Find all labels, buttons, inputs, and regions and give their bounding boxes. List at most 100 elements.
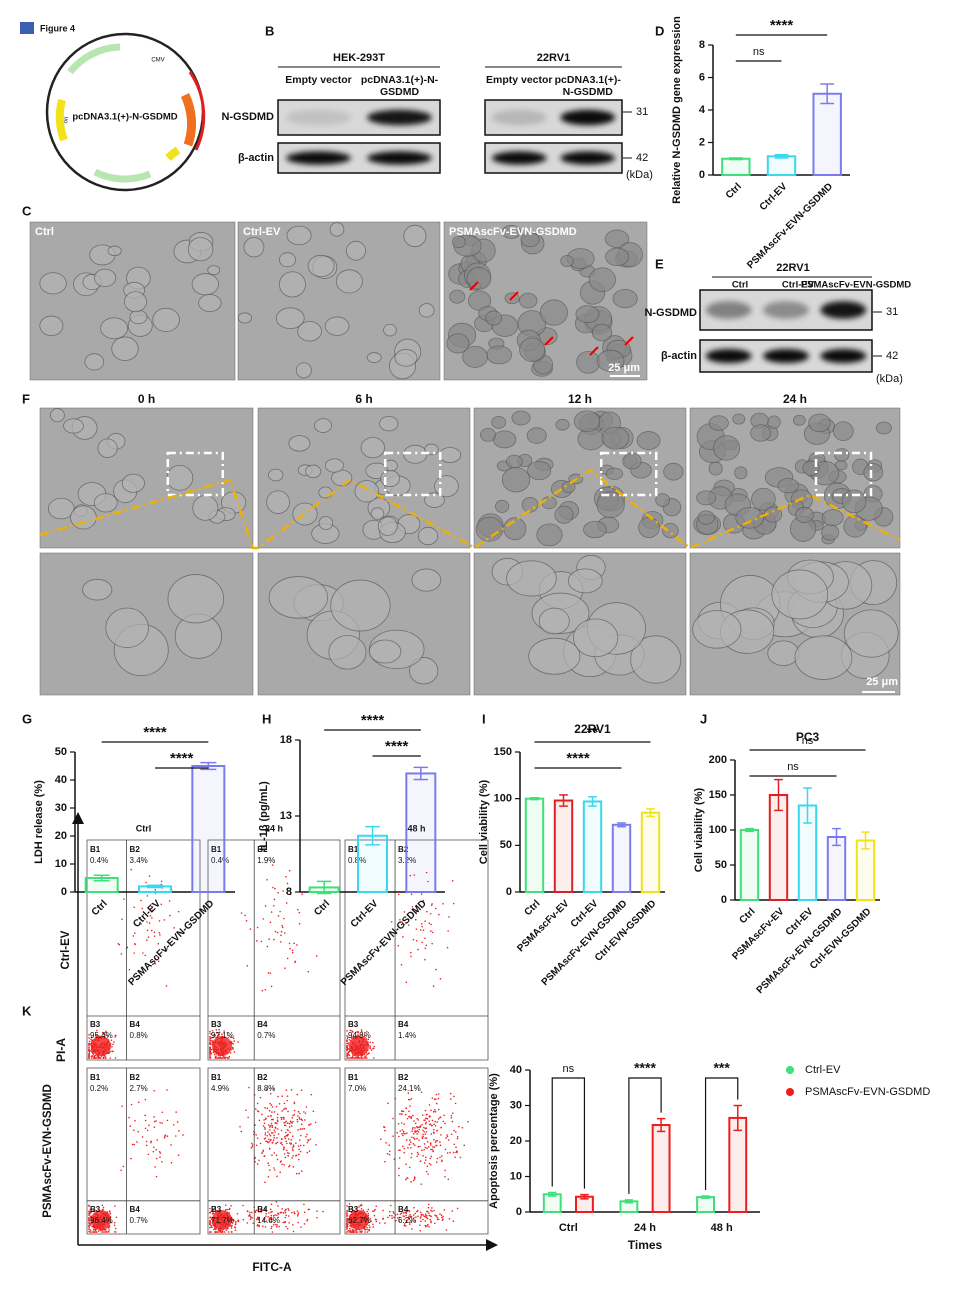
event-dot	[435, 1140, 437, 1142]
event-dot	[264, 1133, 267, 1136]
quadrant-name: B2	[257, 1073, 268, 1082]
event-dot	[246, 1210, 249, 1213]
event-dot	[287, 1207, 289, 1210]
event-dot	[456, 1137, 459, 1140]
event-dot	[403, 1224, 406, 1227]
event-dot	[406, 1177, 408, 1179]
legend-swatch	[786, 1088, 794, 1096]
cell-outline	[330, 579, 391, 632]
event-dot	[369, 1046, 371, 1048]
event-dot	[262, 918, 265, 920]
bar	[728, 1116, 748, 1214]
event-dot	[439, 978, 442, 980]
quadrant-percent: 3.4%	[130, 856, 148, 865]
event-dot	[293, 1109, 296, 1112]
event-dot	[422, 1214, 424, 1216]
cell-outline	[536, 523, 563, 547]
quadrant-name: B4	[130, 1205, 141, 1214]
event-dot	[293, 1212, 296, 1215]
event-dot	[148, 922, 151, 924]
event-dot	[401, 1133, 403, 1135]
event-dot	[224, 1204, 227, 1206]
cell-outline	[328, 635, 367, 670]
event-dot	[412, 1179, 415, 1182]
event-dot	[408, 1216, 410, 1219]
panel-letter: E	[655, 256, 664, 271]
event-dot	[346, 1222, 348, 1225]
event-dot	[414, 1127, 416, 1129]
event-dot	[287, 1133, 289, 1136]
event-dot	[357, 1034, 359, 1036]
event-dot	[276, 1113, 279, 1116]
event-dot	[346, 1218, 348, 1221]
cell-outline	[560, 255, 574, 267]
event-dot	[147, 1153, 150, 1156]
event-dot	[151, 909, 154, 912]
cell-outline	[713, 435, 741, 461]
event-dot	[351, 1057, 354, 1059]
event-dot	[289, 1131, 291, 1134]
event-dot	[416, 1151, 419, 1154]
event-dot	[437, 1093, 440, 1095]
event-dot	[277, 1133, 280, 1135]
event-dot	[412, 1143, 415, 1145]
bar	[826, 836, 847, 901]
event-dot	[346, 1035, 348, 1037]
event-dot	[420, 1220, 422, 1223]
cell-outline	[583, 520, 607, 539]
event-dot	[309, 1123, 312, 1125]
event-dot	[408, 1166, 411, 1169]
event-dot	[281, 924, 283, 927]
event-dot	[230, 1227, 233, 1229]
event-dot	[248, 1086, 250, 1089]
event-dot	[212, 1051, 215, 1054]
event-dot	[431, 903, 433, 905]
event-dot	[453, 1129, 455, 1132]
event-dot	[447, 1139, 450, 1141]
cell-outline	[360, 437, 385, 459]
event-dot	[292, 1114, 294, 1117]
event-dot	[89, 1229, 92, 1231]
event-dot	[405, 1163, 407, 1166]
cell-outline	[278, 252, 297, 268]
event-dot	[159, 1152, 162, 1154]
column-label: 24 h	[265, 823, 283, 833]
event-dot	[400, 1212, 403, 1215]
red-arrow	[589, 346, 599, 356]
event-dot	[258, 1211, 260, 1213]
cell-outline	[275, 307, 305, 329]
event-dot	[411, 1228, 413, 1230]
event-dot	[152, 1150, 155, 1153]
event-dot	[433, 1209, 435, 1212]
event-dot	[306, 1219, 308, 1222]
cell-outline	[84, 353, 105, 371]
event-dot	[365, 1055, 367, 1057]
event-dot	[450, 1114, 453, 1117]
event-dot	[425, 1156, 427, 1159]
event-dot	[269, 1169, 271, 1171]
event-dot	[410, 1220, 413, 1223]
event-dot	[297, 1110, 300, 1113]
event-dot	[357, 1031, 359, 1034]
event-dot	[452, 1220, 455, 1223]
event-dot	[412, 1217, 415, 1220]
error-bar	[580, 1193, 589, 1200]
event-dot	[211, 1226, 213, 1228]
event-dot	[397, 1216, 399, 1219]
event-dot	[286, 882, 289, 885]
cell-outline	[577, 427, 605, 451]
significance-label: ****	[170, 750, 194, 767]
event-dot	[427, 1173, 429, 1175]
event-dot	[398, 1149, 400, 1152]
event-dot	[271, 1142, 274, 1144]
event-dot	[142, 952, 144, 954]
event-dot	[437, 1097, 440, 1100]
header-icon	[20, 22, 34, 34]
event-dot	[368, 1224, 370, 1227]
event-dot	[141, 1136, 144, 1138]
event-dot	[410, 1117, 412, 1120]
y-tick-label: 13	[280, 810, 292, 822]
event-dot	[267, 1131, 269, 1133]
event-dot	[430, 1221, 432, 1224]
y-tick-label: 50	[500, 839, 512, 851]
